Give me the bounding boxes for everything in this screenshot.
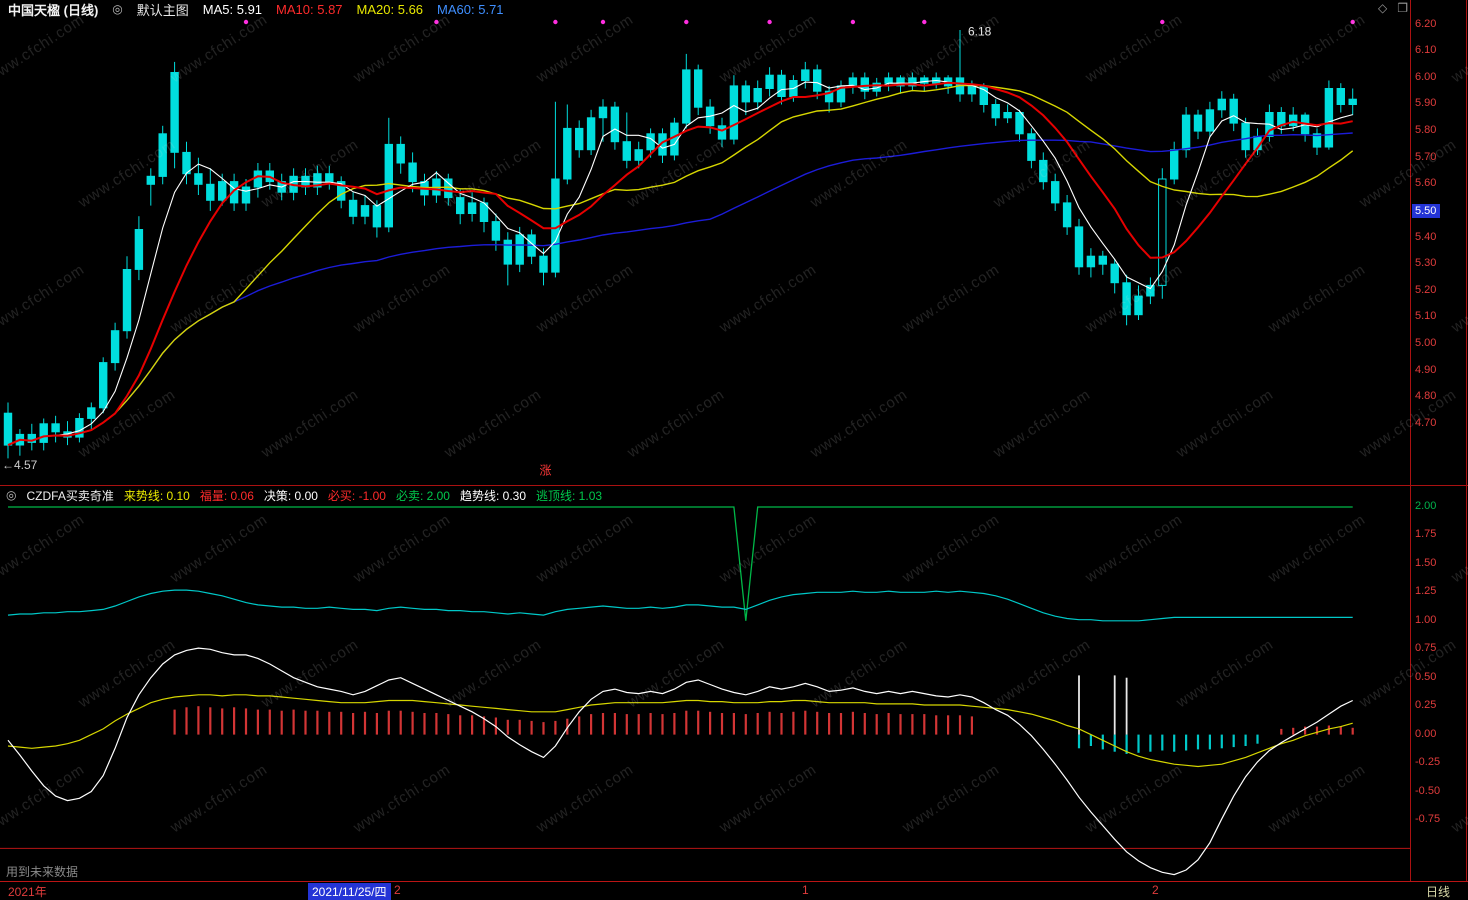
- value-tick: 1.25: [1415, 585, 1437, 597]
- indicator-name: CZDFA买卖奇准: [26, 488, 114, 503]
- window-icon[interactable]: ❐: [1397, 1, 1408, 15]
- indicator-icon[interactable]: ◎: [6, 488, 17, 502]
- indicator-header: ◎ CZDFA买卖奇准 来势线: 0.10 福量: 0.06 决策: 0.00 …: [0, 487, 602, 503]
- main-chart-header: 中国天楹 (日线) ◎ 默认主图 MA5: 5.91 MA10: 5.87 MA…: [0, 0, 1408, 18]
- indicator-chart[interactable]: [0, 505, 1410, 880]
- main-price-axis: 6.20 6.10 6.00 5.90 5.80 5.70 5.60 5.50 5.40 5.30…: [1412, 0, 1468, 881]
- ma60-label: MA60: 5.71: [437, 1, 504, 17]
- value-tick: 0.75: [1415, 642, 1437, 654]
- must-sell-value: 必卖: 2.00: [395, 488, 450, 503]
- svg-text:涨: 涨: [540, 462, 552, 477]
- price-tick: 6.10: [1415, 44, 1437, 56]
- time-axis: 2021年 2021/11/25/四 2 1 2 日线: [0, 881, 1468, 900]
- price-tick: 6.20: [1415, 18, 1437, 30]
- date-label: 2021年: [8, 885, 47, 899]
- date-label: 2: [394, 883, 401, 897]
- value-tick: -0.75: [1415, 813, 1441, 825]
- value-tick: 1.75: [1415, 528, 1437, 540]
- indicator-value-axis: 2.00 1.75 1.50 1.25 1.00 0.75 0.50 0.25 0.00 -0.2…: [1412, 0, 1468, 881]
- escape-top-line-value: 逃顶线: 1.03: [536, 488, 603, 503]
- price-tick: 5.40: [1415, 231, 1437, 243]
- price-tick: 5.60: [1415, 177, 1437, 189]
- overlay-settings-icon[interactable]: ◎: [112, 2, 123, 16]
- period-label[interactable]: 日线: [1426, 885, 1451, 899]
- value-tick: 1.50: [1415, 557, 1437, 569]
- main-overlay-label[interactable]: 默认主图: [136, 2, 189, 18]
- right-frame-line: [1466, 0, 1467, 881]
- selected-date-label: 2021/11/25/四: [308, 883, 391, 900]
- svg-text:←4.57: ←4.57: [2, 458, 38, 472]
- value-tick: 0.50: [1415, 671, 1437, 683]
- must-buy-value: 必买: -1.00: [327, 488, 386, 503]
- ma10-label: MA10: 5.87: [276, 1, 343, 17]
- price-tick: 6.00: [1415, 71, 1437, 83]
- price-tick: 5.10: [1415, 310, 1437, 322]
- price-tick: 4.80: [1415, 390, 1437, 402]
- date-label: 2: [1152, 883, 1159, 897]
- panel-divider: [0, 485, 1468, 486]
- symbol-title: 中国天楹 (日线): [8, 2, 99, 18]
- value-tick: -0.50: [1415, 785, 1441, 797]
- price-tick: 5.20: [1415, 284, 1437, 296]
- price-tick: 5.70: [1415, 151, 1437, 163]
- value-tick: 1.00: [1415, 614, 1437, 626]
- decision-value: 决策: 0.00: [263, 488, 318, 503]
- main-candlest​ick-chart[interactable]: 6.18 ←4.57 涨: [0, 18, 1410, 485]
- header-tool-icons: ◇ ❐: [1378, 1, 1408, 15]
- value-tick: 0.25: [1415, 699, 1437, 711]
- price-tick: 4.70: [1415, 417, 1437, 429]
- trend-line-value: 趋势线: 0.30: [459, 488, 527, 503]
- ma20-label: MA20: 5.66: [356, 1, 424, 17]
- value-tick: -0.25: [1415, 756, 1441, 768]
- date-label: 1: [802, 883, 809, 897]
- price-tick: 5.90: [1415, 97, 1437, 109]
- price-tick: 4.90: [1415, 364, 1437, 376]
- last-price-tag: 5.50: [1412, 204, 1441, 218]
- price-tick: 5.00: [1415, 337, 1437, 349]
- fortune-volume-value: 福量: 0.06: [199, 488, 254, 503]
- svg-text:6.18: 6.18: [968, 24, 992, 38]
- axis-separator-line: [1410, 0, 1411, 881]
- value-tick: 2.00: [1415, 500, 1437, 512]
- ma5-label: MA5: 5.91: [202, 1, 263, 17]
- momentum-line-value: 来势线: 0.10: [123, 488, 190, 503]
- diamond-icon[interactable]: ◇: [1378, 1, 1388, 15]
- price-tick: 5.80: [1415, 124, 1437, 136]
- price-tick: 5.30: [1415, 257, 1437, 269]
- value-tick: 0.00: [1415, 728, 1437, 740]
- future-data-note: 用到未来数据: [6, 865, 79, 879]
